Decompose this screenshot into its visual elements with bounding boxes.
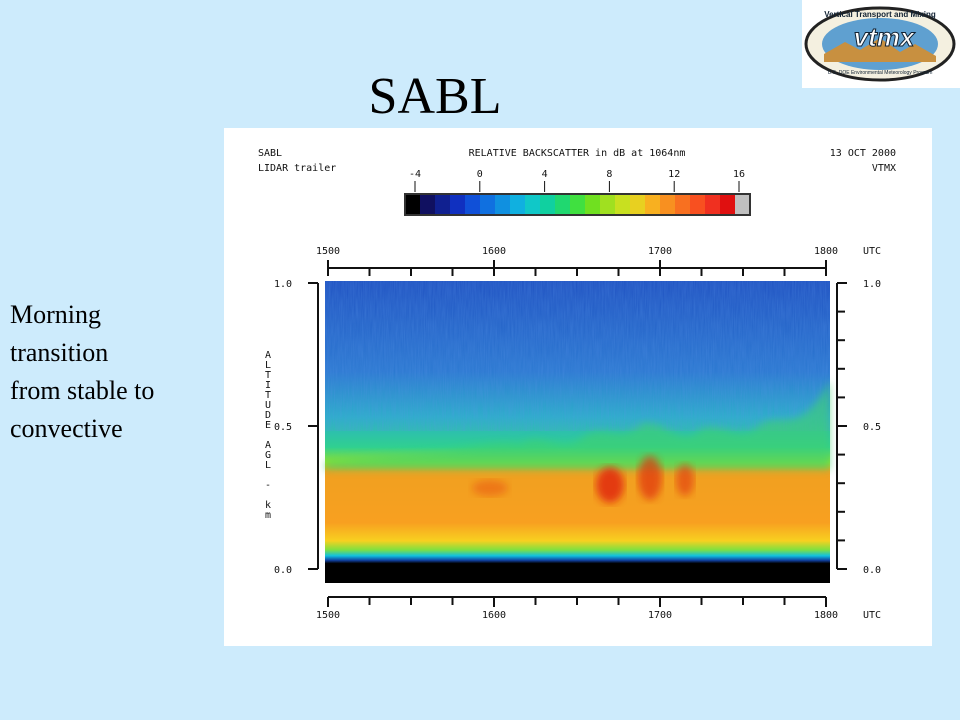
colorbar-cell [450, 194, 466, 215]
x-tick-label: 1800 [814, 610, 838, 621]
x-tick-label: 1600 [482, 610, 506, 621]
date: 13 OCT 2000 [830, 148, 896, 159]
heatmap [325, 281, 830, 583]
y-tick-label: 0.5 [274, 422, 292, 433]
colorbar-cell [555, 194, 571, 215]
colorbar-cell [660, 194, 676, 215]
site: SABL [258, 148, 282, 159]
logo-top: Vertical Transport and Mixing [824, 10, 936, 19]
colorbar-tick-label: -4 [409, 169, 421, 180]
side-line: Morning [10, 300, 101, 329]
side-line: transition [10, 338, 108, 367]
colorbar-cell [600, 194, 616, 215]
colorbar-cell [675, 194, 691, 215]
side-line: convective [10, 414, 123, 443]
colorbar-cell [510, 194, 526, 215]
campaign: VTMX [872, 163, 896, 174]
y-tick-label: 1.0 [863, 279, 881, 290]
colorbar-cell [405, 194, 421, 215]
x-tick-label: 1500 [316, 246, 340, 257]
y-tick-label: 0.0 [863, 565, 881, 576]
colorbar-cell [525, 194, 541, 215]
y-tick-label: 0.0 [274, 565, 292, 576]
instrument: LIDAR trailer [258, 163, 336, 174]
x-tick-label: 1500 [316, 610, 340, 621]
y-tick-label: 0.5 [863, 422, 881, 433]
colorbar-cell [465, 194, 481, 215]
colorbar-cell [705, 194, 721, 215]
colorbar-cell [420, 194, 436, 215]
colorbar-cell [720, 194, 736, 215]
colorbar-tick-label: 4 [542, 169, 548, 180]
colorbar-cell [585, 194, 601, 215]
colorbar-cell [540, 194, 556, 215]
colorbar-title: RELATIVE BACKSCATTER in dB at 1064nm [469, 148, 686, 159]
colorbar-cell [570, 194, 586, 215]
figure: SABL LIDAR trailer RELATIVE BACKSCATTER … [224, 128, 932, 646]
y-label: ALTITUDE AGL - km [263, 350, 274, 520]
colorbar-frame [404, 193, 751, 216]
slide-title: SABL [369, 68, 502, 125]
y-tick-label: 1.0 [274, 279, 292, 290]
colorbar-tick-label: 16 [733, 169, 745, 180]
colorbar-tick-label: 8 [606, 169, 612, 180]
x-unit: UTC [863, 246, 881, 257]
colorbar-tick-label: 0 [477, 169, 483, 180]
colorbar-cell [735, 194, 751, 215]
logo-bottom: U.S. DOE Environmental Meteorology Progr… [828, 70, 933, 76]
x-tick-label: 1600 [482, 246, 506, 257]
colorbar-cell [435, 194, 451, 215]
colorbar-cell [645, 194, 661, 215]
side-text: Morning transition from stable to convectiv… [10, 300, 154, 443]
x-tick-label: 1700 [648, 246, 672, 257]
side-line: from stable to [10, 376, 154, 405]
x-tick-label: 1700 [648, 610, 672, 621]
colorbar: -4 0 4 8 12 16 [404, 169, 751, 216]
logo: Vertical Transport and Mixing vtmx U.S. … [802, 0, 960, 88]
colorbar-cell [480, 194, 496, 215]
colorbar-tick-label: 12 [668, 169, 680, 180]
colorbar-cell [690, 194, 706, 215]
x-tick-label: 1800 [814, 246, 838, 257]
colorbar-cell [495, 194, 511, 215]
x-unit: UTC [863, 610, 881, 621]
colorbar-cell [615, 194, 631, 215]
colorbar-cell [630, 194, 646, 215]
logo-name: vtmx [854, 22, 916, 52]
axes: 1500 1600 1700 1800 UTC 1500 1600 1700 1800 UTC 1.… [274, 246, 881, 621]
